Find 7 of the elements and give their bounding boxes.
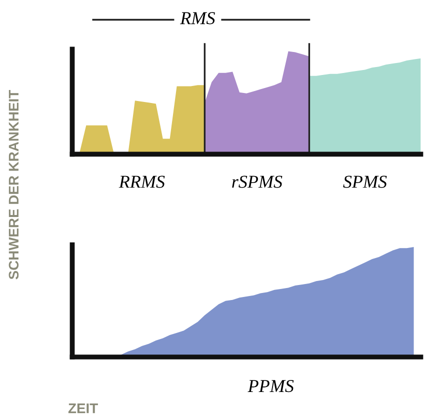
- text: SPMS: [343, 176, 387, 188]
- chart-title: RMS: [180, 12, 215, 24]
- y-axis-title: SCHWERE DER KRANKHEIT: [8, 90, 19, 280]
- text: PPMS: [248, 380, 294, 392]
- text: RRMS: [118, 176, 165, 188]
- x-axis-title: ZEIT: [68, 404, 98, 414]
- text: rSPMS: [232, 176, 282, 188]
